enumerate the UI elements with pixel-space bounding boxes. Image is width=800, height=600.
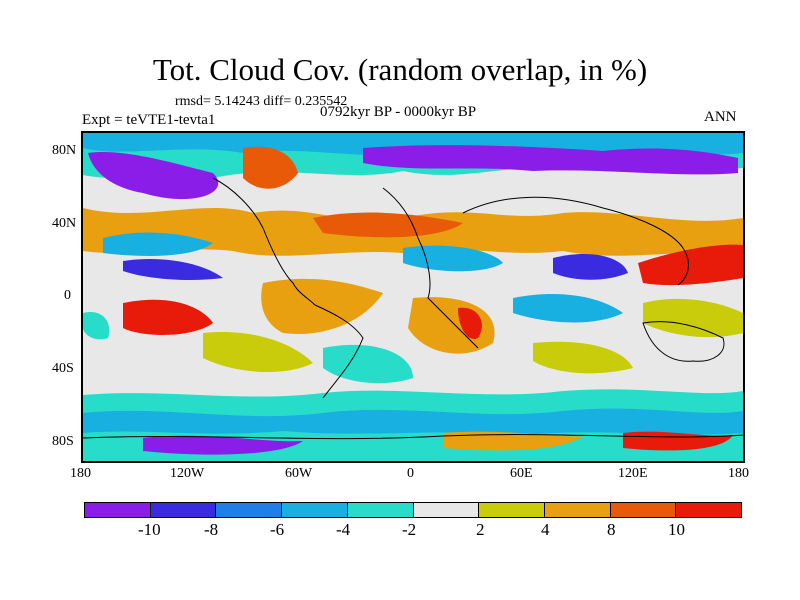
- colorbar-segment: [150, 503, 217, 517]
- plot-title: Tot. Cloud Cov. (random overlap, in %): [152, 52, 648, 87]
- colorbar-label: -4: [336, 520, 351, 539]
- experiment-label: Expt = teVTE1-tevta1: [82, 112, 216, 128]
- safrica-red: [458, 307, 482, 339]
- colorbar-label: 10: [668, 520, 685, 539]
- colorbar-label: -2: [402, 520, 417, 539]
- edge-cyan: [83, 312, 110, 340]
- colorbar-label: -10: [138, 520, 161, 539]
- arctic-purple-w: [88, 152, 219, 200]
- antarctic-purple-w: [143, 435, 303, 455]
- se-pacific-yellow: [203, 332, 313, 373]
- stats-label: rmsd= 5.14243 diff= 0.235542: [175, 94, 348, 109]
- southern-blue: [83, 408, 743, 435]
- australia-yellow: [643, 298, 743, 338]
- lat-tick-80s: 80S: [52, 434, 74, 449]
- lat-tick-80n: 80N: [52, 143, 77, 158]
- epacific-darkblue: [123, 258, 223, 281]
- colorbar: [84, 502, 742, 518]
- spacific-red: [123, 299, 213, 335]
- period-label: 0792kyr BP - 0000kyr BP: [320, 104, 477, 120]
- colorbar-segment: [479, 503, 545, 517]
- lat-tick-0: 0: [64, 288, 71, 303]
- colorbar-segment: [347, 503, 414, 517]
- colorbar-label: -6: [270, 520, 285, 539]
- coastlines: [83, 177, 743, 440]
- colorbar-label: 2: [476, 520, 485, 539]
- npacific-blue: [103, 232, 213, 256]
- antarctic-orange: [443, 431, 583, 451]
- lon-tick-120w: 120W: [170, 466, 205, 481]
- lon-tick-60e: 60E: [510, 466, 533, 481]
- colorbar-label: 4: [541, 520, 550, 539]
- arctic-purple-e: [363, 145, 738, 175]
- colorbar-segment: [216, 503, 283, 517]
- colorbar-segment: [544, 503, 611, 517]
- colorbar-segment: [676, 503, 742, 517]
- lat-tick-40s: 40S: [52, 361, 74, 376]
- sindian-yellow: [533, 341, 633, 374]
- colorbar-segment: [610, 503, 677, 517]
- wpacific-red: [638, 244, 743, 286]
- colorbar-label: -8: [204, 520, 219, 539]
- lon-tick-180w: 180: [70, 466, 91, 481]
- map-panel: [81, 131, 745, 463]
- cloud-cover-anomaly-map: [83, 133, 743, 461]
- lon-tick-120e: 120E: [618, 466, 648, 481]
- samerica-orange: [261, 278, 383, 334]
- lon-tick-60w: 60W: [285, 466, 313, 481]
- satlantic-cyan: [323, 344, 413, 384]
- season-label: ANN: [704, 109, 737, 125]
- indian-blue: [513, 293, 623, 323]
- lon-tick-0: 0: [407, 466, 414, 481]
- lon-tick-180e: 180: [728, 466, 749, 481]
- atlantic-red: [313, 212, 463, 238]
- greenland-orange: [243, 146, 298, 189]
- colorbar-label: 8: [607, 520, 616, 539]
- colorbar-segment: [85, 503, 151, 517]
- asia-darkblue: [553, 253, 628, 280]
- colorbar-segment: [413, 503, 480, 517]
- colorbar-segment: [282, 503, 348, 517]
- lat-tick-40n: 40N: [52, 216, 77, 231]
